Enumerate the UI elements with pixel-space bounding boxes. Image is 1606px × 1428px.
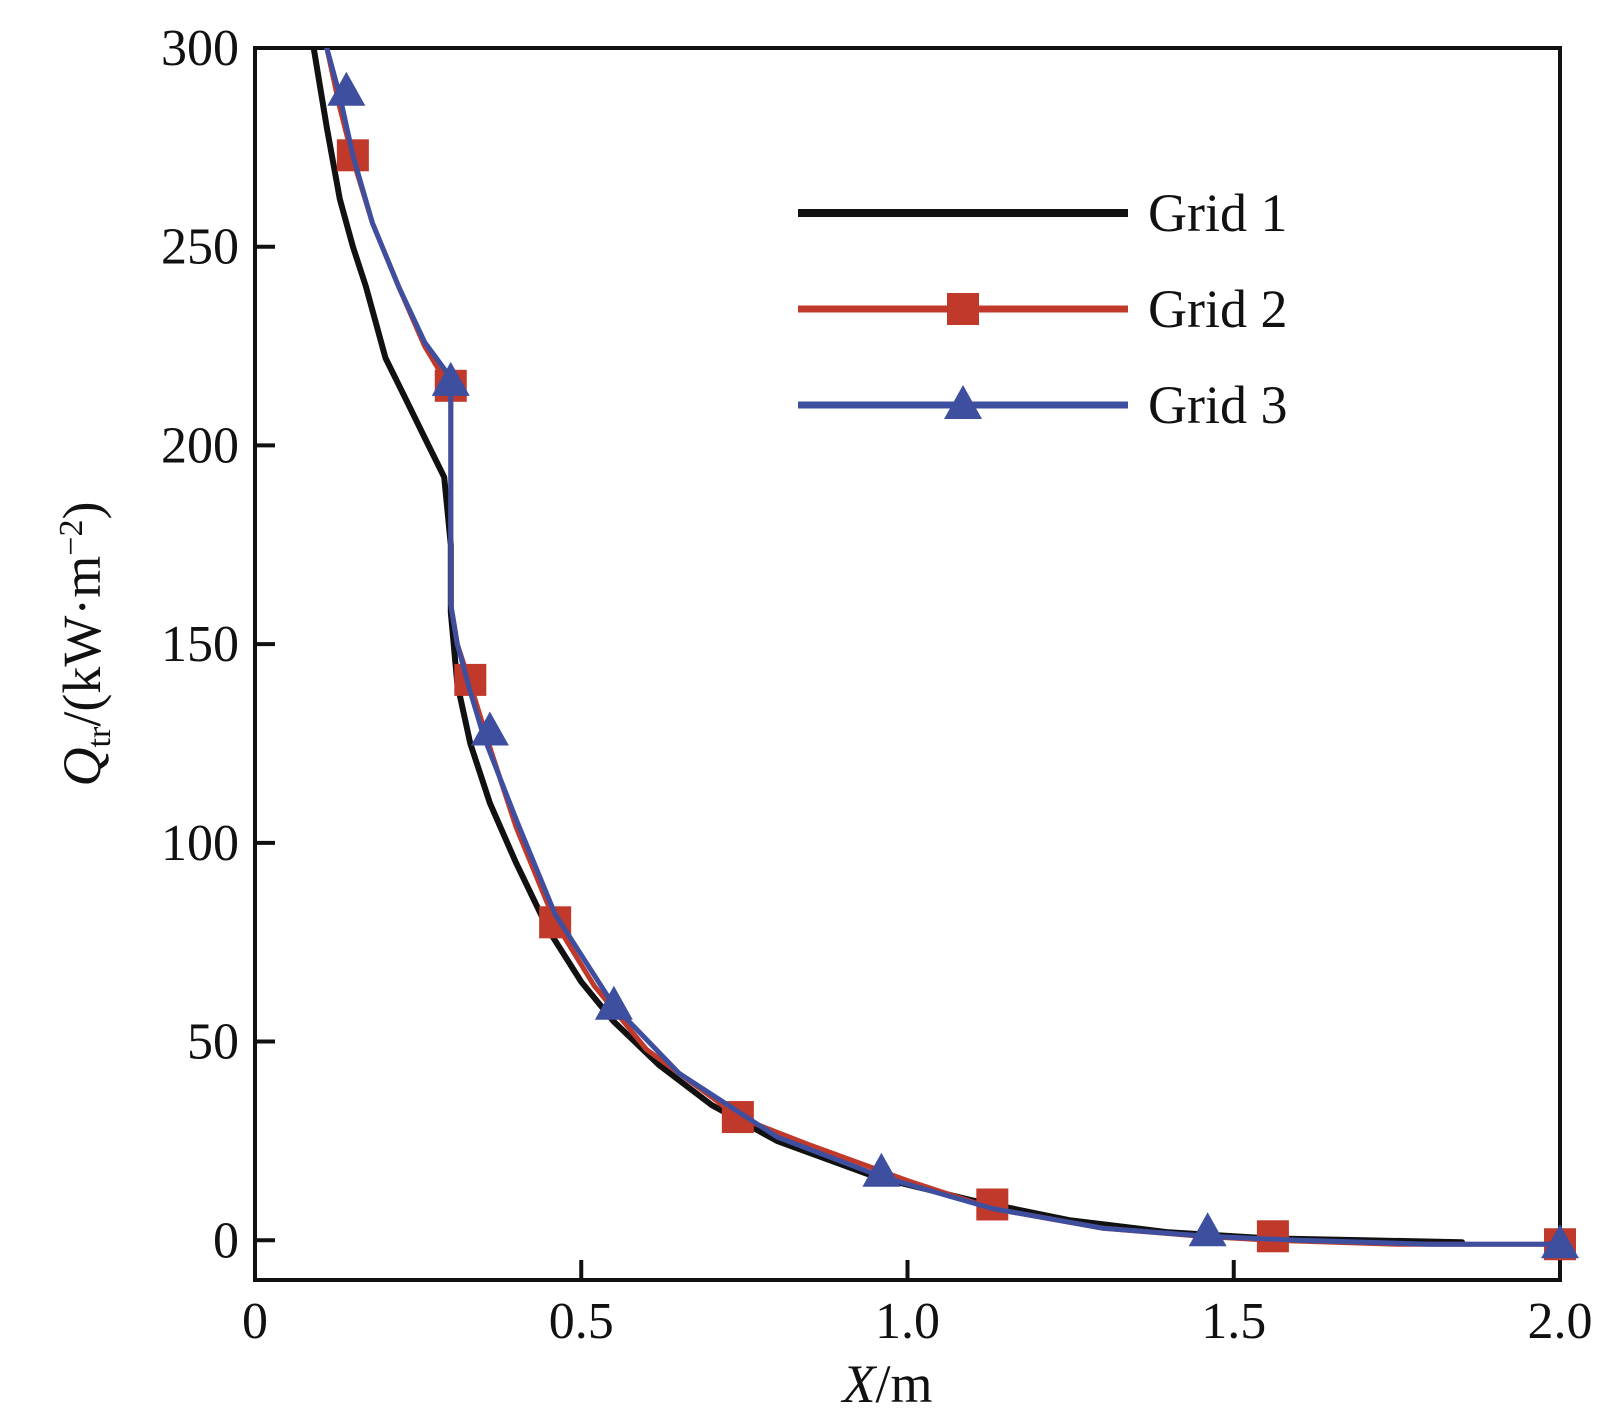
y-axis-var: Q bbox=[52, 747, 112, 786]
x-axis-var: X bbox=[840, 1354, 877, 1414]
y-tick-label: 100 bbox=[161, 815, 239, 872]
x-tick-label: 1.0 bbox=[875, 1293, 940, 1350]
series-3-marker bbox=[1188, 1212, 1227, 1247]
y-tick-label: 150 bbox=[161, 616, 239, 673]
legend-marker-3 bbox=[944, 385, 982, 419]
series-line-3 bbox=[324, 48, 1560, 1247]
y-axis-sup: −2 bbox=[53, 520, 90, 556]
y-axis-sub: tr bbox=[81, 726, 118, 747]
x-tick-label: 0 bbox=[242, 1293, 268, 1350]
y-tick-label: 50 bbox=[187, 1014, 239, 1071]
series-line-2 bbox=[324, 48, 1560, 1247]
series-1 bbox=[310, 48, 1466, 1246]
series-3-marker bbox=[1541, 1224, 1579, 1259]
y-axis-unit: /(kW·m bbox=[52, 556, 112, 727]
y-tick-label: 300 bbox=[161, 20, 239, 77]
legend-label-2: Grid 2 bbox=[1148, 279, 1287, 339]
series-3-marker bbox=[470, 711, 509, 746]
y-tick-label: 200 bbox=[161, 417, 239, 474]
x-tick-label: 1.5 bbox=[1201, 1293, 1266, 1350]
legend-marker-2 bbox=[947, 293, 979, 325]
series-3-marker bbox=[594, 985, 633, 1020]
series-3-marker bbox=[862, 1152, 901, 1187]
series-3-marker bbox=[327, 71, 366, 106]
series-3-marker bbox=[431, 361, 470, 396]
x-axis-title: X/m bbox=[840, 1354, 932, 1414]
series-3 bbox=[324, 48, 1560, 1247]
y-tick-label: 250 bbox=[161, 219, 239, 276]
y-axis-close: ) bbox=[52, 502, 112, 520]
chart-marks: 0 0.5 1.0 1.5 2.0 0 50 100 150 200 250 300 X/m Qtr/(k… bbox=[52, 20, 1593, 1414]
x-tick-label: 0.5 bbox=[549, 1293, 614, 1350]
y-axis-title: Qtr/(kW·m−2) bbox=[52, 502, 118, 787]
x-axis-unit: /m bbox=[875, 1354, 932, 1414]
legend: Grid 1 Grid 2 Grid 3 bbox=[798, 183, 1287, 435]
x-tick-label: 2.0 bbox=[1528, 1293, 1593, 1350]
series-line-1 bbox=[310, 48, 1466, 1246]
legend-label-3: Grid 3 bbox=[1148, 375, 1287, 435]
y-tick-label: 0 bbox=[213, 1212, 239, 1269]
legend-label-1: Grid 1 bbox=[1148, 183, 1287, 243]
plot-frame bbox=[253, 46, 1562, 1282]
series-2 bbox=[324, 48, 1560, 1247]
